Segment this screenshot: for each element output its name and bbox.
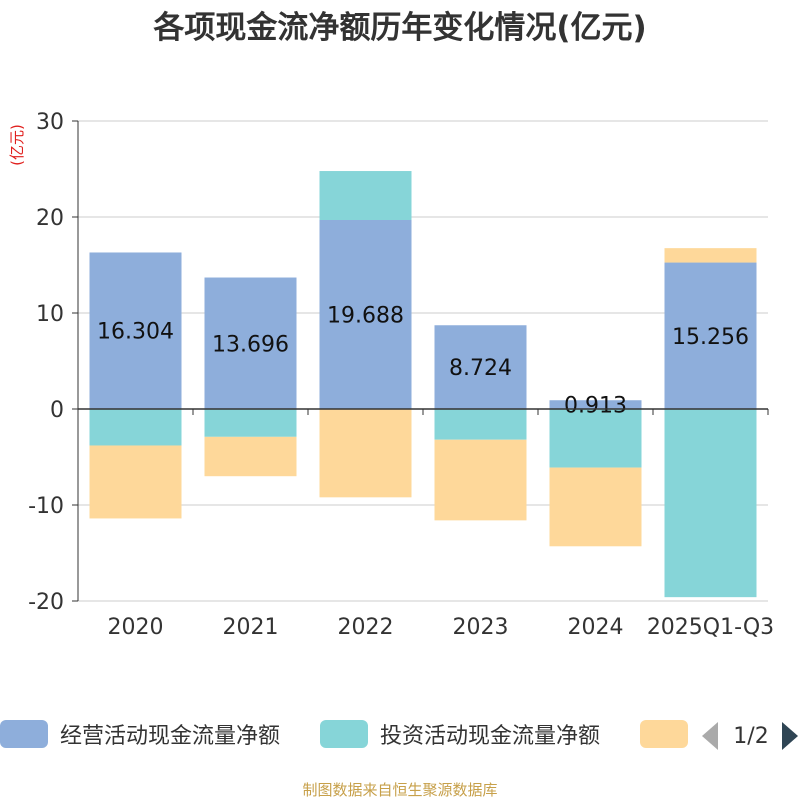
data-labels: 16.304 13.696 19.688 8.724 0.913 15.256 bbox=[97, 303, 749, 418]
bar-segment bbox=[204, 436, 297, 477]
bars bbox=[89, 171, 757, 598]
y-tick-label: 30 bbox=[36, 110, 64, 135]
legend-swatch[interactable] bbox=[320, 720, 368, 748]
data-label: 16.304 bbox=[97, 320, 174, 345]
pager-label: 1/2 bbox=[733, 724, 768, 749]
pager-next-icon[interactable] bbox=[782, 722, 798, 750]
bar-segment bbox=[319, 409, 412, 498]
pager-prev-icon[interactable] bbox=[702, 722, 718, 750]
y-tick-label: -20 bbox=[28, 590, 64, 615]
data-label: 8.724 bbox=[449, 356, 512, 381]
x-tick-label: 2023 bbox=[453, 615, 509, 640]
source-note: 制图数据来自恒生聚源数据库 bbox=[302, 781, 497, 799]
data-label: 15.256 bbox=[672, 325, 749, 350]
bar-segment bbox=[204, 277, 297, 409]
bar-segment bbox=[434, 409, 527, 440]
x-tick-label: 2024 bbox=[568, 615, 624, 640]
legend-label[interactable]: 经营活动现金流量净额 bbox=[60, 724, 280, 749]
bar-segment bbox=[549, 400, 642, 409]
legend-swatch[interactable] bbox=[0, 720, 48, 748]
y-tick-label: 20 bbox=[36, 206, 64, 231]
bar-segment bbox=[549, 467, 642, 547]
data-label: 13.696 bbox=[212, 332, 289, 357]
bar-segment bbox=[89, 252, 182, 409]
bar-segment bbox=[434, 439, 527, 521]
y-axis-label: (亿元) bbox=[8, 124, 26, 166]
x-tick-label: 2020 bbox=[108, 615, 164, 640]
legend-swatch[interactable] bbox=[640, 720, 688, 748]
bar-segment bbox=[89, 409, 182, 446]
y-tick-label: -10 bbox=[28, 494, 64, 519]
grid-lines bbox=[78, 120, 768, 602]
data-label: 0.913 bbox=[564, 394, 627, 419]
axes: -20 -10 0 10 20 30 2020 2021 2022 2023 2024 2025Q1-… bbox=[28, 110, 774, 640]
bar-segment bbox=[664, 409, 757, 598]
x-tick-label: 2022 bbox=[338, 615, 394, 640]
y-tick-label: 10 bbox=[36, 302, 64, 327]
bar-segment bbox=[89, 445, 182, 519]
chart-title: 各项现金流净额历年变化情况(亿元) bbox=[152, 10, 646, 46]
bar-segment bbox=[204, 409, 297, 437]
legend-label[interactable]: 投资活动现金流量净额 bbox=[380, 724, 600, 749]
bar-segment bbox=[664, 248, 757, 263]
bar-segment bbox=[549, 409, 642, 468]
data-label: 19.688 bbox=[327, 303, 404, 328]
bar-segment bbox=[319, 219, 412, 409]
y-tick-label: 0 bbox=[50, 398, 64, 423]
legend[interactable]: 经营活动现金流量净额 投资活动现金流量净额 1/2 bbox=[0, 720, 798, 750]
x-tick-label: 2021 bbox=[223, 615, 279, 640]
bar-segment bbox=[434, 325, 527, 409]
bar-segment bbox=[319, 171, 412, 220]
x-tick-label: 2025Q1-Q3 bbox=[647, 615, 774, 640]
bar-segment bbox=[664, 262, 757, 409]
